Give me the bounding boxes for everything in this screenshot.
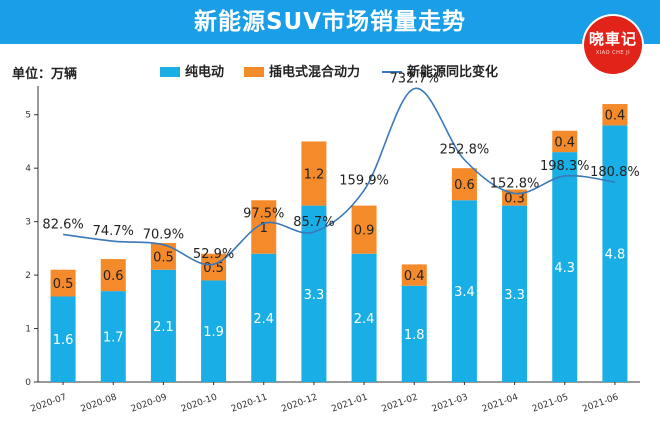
x-tick-label: 2021-05 — [531, 392, 570, 414]
brand-logo: 晓車记 XIAO CHE JI — [584, 16, 642, 74]
unit-label: 单位：万辆 — [12, 67, 78, 82]
bar-phev — [301, 141, 327, 206]
yoy-label: 82.6% — [42, 217, 83, 232]
x-tick-label: 2021-01 — [330, 392, 369, 414]
x-tick-label: 2020-10 — [180, 392, 219, 414]
bar-label-bev: 1.6 — [53, 333, 74, 348]
bar-bev — [301, 205, 327, 382]
bar-bev — [451, 200, 477, 382]
bar-label-phev: 0.6 — [103, 269, 124, 284]
bar-bev — [251, 253, 277, 382]
yoy-label: 252.8% — [440, 143, 490, 158]
bar-phev — [552, 130, 578, 153]
y-tick-label: 5 — [25, 111, 31, 121]
bar-label-bev: 2.1 — [153, 320, 174, 335]
x-tick-label: 2020-08 — [80, 392, 119, 414]
bar-label-phev: 1 — [260, 221, 268, 236]
bar-label-bev: 2.4 — [354, 312, 375, 327]
bar-label-phev: 0.3 — [504, 192, 525, 207]
bar-label-bev: 3.4 — [454, 285, 475, 300]
bar-label-phev: 1.2 — [304, 168, 325, 183]
bar-bev — [552, 152, 578, 382]
x-tick-label: 2020-12 — [280, 392, 319, 414]
x-tick-label: 2021-04 — [481, 392, 520, 414]
bar-bev — [351, 253, 377, 382]
bar-phev — [351, 205, 377, 254]
bar-phev — [201, 253, 227, 281]
x-tick-label: 2020-09 — [130, 392, 169, 414]
legend-label-yoy: 新能源同比变化 — [407, 65, 499, 80]
bar-label-phev: 0.4 — [554, 135, 575, 150]
yoy-label: 732.7% — [389, 72, 439, 87]
yoy-label: 97.5% — [243, 206, 284, 221]
legend-item-yoy: 新能源同比变化 — [382, 61, 498, 80]
bar-label-phev: 0.4 — [404, 269, 425, 284]
yoy-label: 159.9% — [339, 173, 389, 188]
x-tick-label: 2021-06 — [581, 392, 620, 414]
bar-label-bev: 2.4 — [253, 312, 274, 327]
logo-subtext: XIAO CHE JI — [595, 50, 631, 56]
legend-swatch-bev — [160, 66, 180, 77]
bar-label-phev: 0.5 — [203, 261, 224, 276]
yoy-line — [62, 87, 616, 266]
bar-label-phev: 0.4 — [605, 109, 626, 124]
legend-item-phev: 插电式混合动力 — [244, 61, 360, 80]
bar-label-phev: 0.6 — [454, 178, 475, 193]
bar-label-bev: 4.8 — [605, 248, 626, 263]
x-tick-label: 2020-11 — [230, 392, 269, 414]
bar-label-bev: 1.7 — [103, 331, 124, 346]
bar-label-bev: 1.8 — [404, 328, 425, 343]
y-tick-label: 0 — [25, 378, 31, 388]
legend-label-phev: 插电式混合动力 — [269, 65, 361, 80]
bar-label-phev: 0.9 — [354, 224, 375, 239]
x-tick-label: 2020-07 — [29, 392, 68, 414]
bar-bev — [602, 125, 628, 382]
bar-label-phev: 0.5 — [53, 277, 74, 292]
legend-item-bev: 纯电动 — [160, 61, 224, 80]
yoy-label: 198.3% — [540, 159, 590, 174]
x-tick-label: 2021-02 — [381, 392, 420, 414]
bar-phev — [451, 168, 477, 201]
y-tick-label: 4 — [25, 164, 31, 174]
yoy-label: 85.7% — [293, 215, 334, 230]
bar-label-bev: 3.3 — [304, 288, 325, 303]
bar-bev — [100, 291, 126, 382]
bar-phev — [50, 269, 76, 297]
yoy-label: 70.9% — [143, 228, 184, 243]
bar-phev — [602, 104, 628, 126]
chart-title: 新能源SUV市场销量走势 — [193, 9, 467, 35]
x-tick-label: 2021-03 — [431, 392, 470, 414]
bar-label-phev: 0.5 — [153, 250, 174, 265]
bar-label-bev: 4.3 — [554, 261, 575, 276]
yoy-label: 74.7% — [93, 224, 134, 239]
bar-bev — [50, 296, 76, 382]
bar-bev — [401, 285, 427, 382]
yoy-label: 180.8% — [590, 165, 640, 180]
y-tick-label: 2 — [25, 271, 31, 281]
legend-swatch-yoy — [382, 70, 402, 73]
bar-bev — [201, 280, 227, 382]
bar-bev — [502, 205, 528, 382]
logo-text: 晓車记 — [588, 30, 637, 48]
bar-phev — [100, 259, 126, 292]
bar-bev — [150, 269, 176, 382]
bar-label-bev: 1.9 — [203, 325, 224, 340]
bar-phev — [251, 200, 277, 254]
legend-swatch-phev — [244, 66, 264, 77]
y-tick-label: 1 — [25, 325, 31, 335]
bar-phev — [401, 264, 427, 286]
header-bar — [0, 0, 660, 44]
yoy-label: 52.9% — [193, 247, 234, 262]
y-tick-label: 3 — [25, 218, 31, 228]
yoy-label: 152.8% — [490, 176, 540, 191]
bar-label-bev: 3.3 — [504, 288, 525, 303]
legend-label-bev: 纯电动 — [185, 65, 225, 80]
